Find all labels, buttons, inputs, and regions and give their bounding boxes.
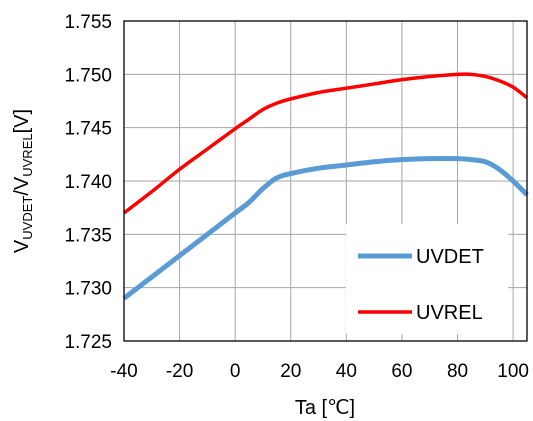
legend-label-uvrel: UVREL xyxy=(416,302,483,324)
y-tick-label: 1.745 xyxy=(64,119,112,140)
y-tick-label: 1.740 xyxy=(64,172,112,193)
series-line-uvdet xyxy=(122,155,529,301)
series-lines xyxy=(122,72,529,301)
x-tick-label: 100 xyxy=(497,361,529,382)
y-tick-label: 1.735 xyxy=(64,225,112,246)
x-tick-label: 40 xyxy=(336,361,357,382)
y-tick-label: 1.755 xyxy=(64,12,112,33)
x-axis-label: Ta [℃] xyxy=(295,397,355,419)
y-tick-label: 1.730 xyxy=(64,279,112,300)
series-line-uvrel xyxy=(122,72,529,215)
x-tick-labels: -40 -20 0 20 40 60 80 100 xyxy=(110,361,529,382)
y-tick-labels: 1.725 1.730 1.735 1.740 1.745 1.750 1.755 xyxy=(64,12,112,353)
y-axis-label: VUVDET/VUVREL[V] xyxy=(11,109,35,253)
x-tick-label: 80 xyxy=(447,361,468,382)
x-tick-label: 60 xyxy=(391,361,412,382)
y-tick-label: 1.750 xyxy=(64,65,112,86)
legend-box xyxy=(346,224,508,334)
x-tick-label: 0 xyxy=(230,361,241,382)
x-tick-label: -40 xyxy=(110,361,137,382)
plot-border xyxy=(123,20,528,342)
y-tick-label: 1.725 xyxy=(64,332,112,353)
x-tick-label: -20 xyxy=(166,361,193,382)
x-tick-label: 20 xyxy=(280,361,301,382)
legend-label-uvdet: UVDET xyxy=(416,246,484,268)
legend: UVDET UVREL xyxy=(346,224,508,334)
